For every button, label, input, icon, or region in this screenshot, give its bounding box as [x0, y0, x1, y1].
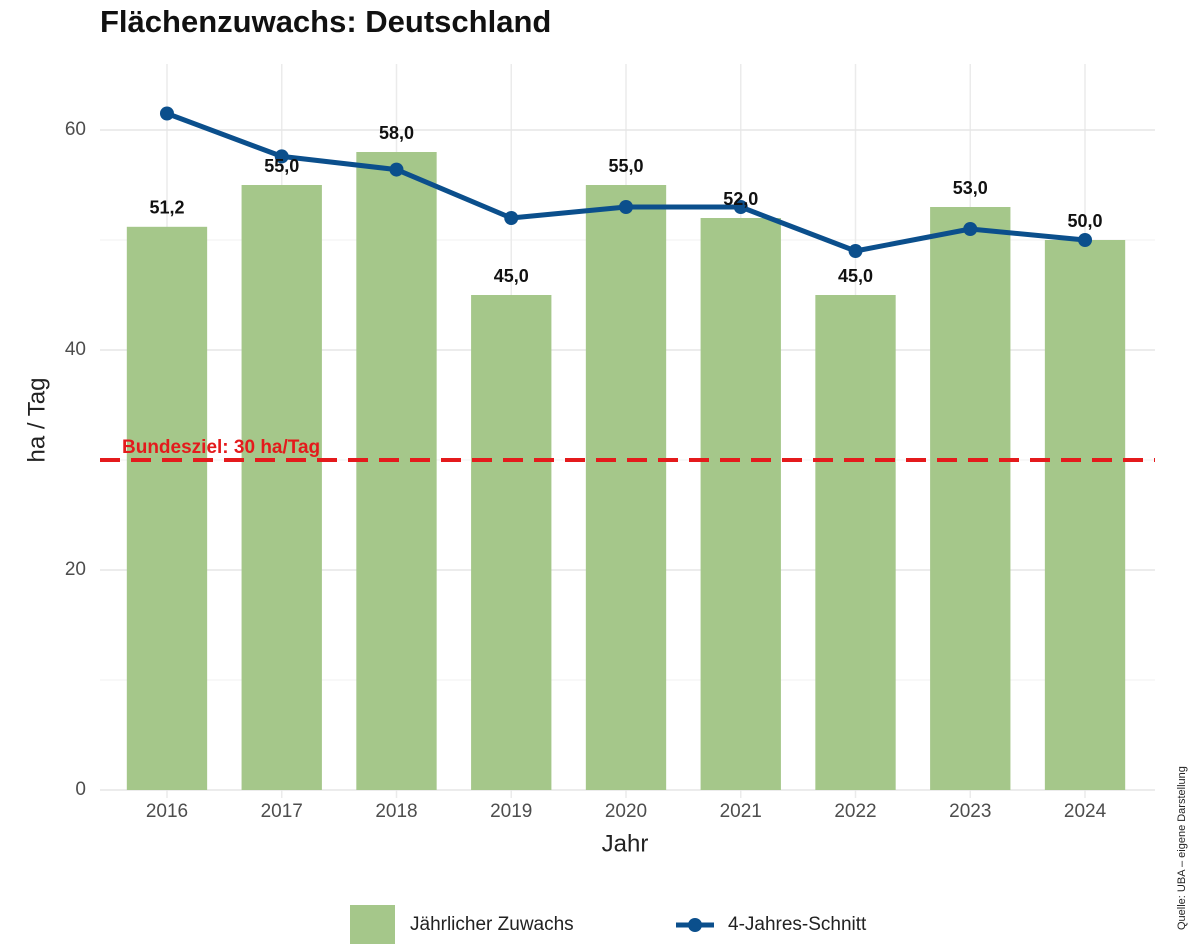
x-tick-label: 2017 [261, 801, 303, 822]
chart-title: Flächenzuwachs: Deutschland [100, 4, 551, 39]
y-tick-label: 40 [65, 339, 86, 360]
bar [700, 218, 781, 790]
line-point [159, 106, 174, 121]
bar [930, 207, 1011, 790]
bar [1044, 240, 1126, 790]
bar [126, 226, 208, 791]
legend-label: 4-Jahres-Schnitt [728, 914, 867, 935]
x-tick-label: 2021 [720, 801, 762, 822]
data-label: 51,2 [149, 198, 184, 218]
x-tick-label: 2023 [949, 801, 991, 822]
data-label: 45,0 [494, 266, 529, 286]
line-point [274, 149, 289, 164]
x-tick-label: 2022 [834, 801, 876, 822]
x-tick-label: 2019 [490, 801, 532, 822]
bar [241, 185, 322, 790]
y-axis-label: ha / Tag [23, 378, 50, 463]
line-point [848, 244, 863, 258]
x-tick-label: 2024 [1064, 801, 1107, 822]
bar [356, 152, 437, 790]
x-axis-label: Jahr [602, 830, 649, 857]
line-point [963, 222, 978, 236]
x-tick-label: 2018 [375, 801, 417, 822]
reference-label: Bundesziel: 30 ha/Tag [122, 437, 320, 458]
line-point [504, 211, 519, 225]
bar [585, 185, 667, 790]
line-point [619, 200, 633, 214]
data-label: 52,0 [723, 189, 758, 209]
data-label: 55,0 [264, 156, 299, 176]
data-label: 55,0 [608, 156, 643, 176]
y-tick-label: 0 [75, 779, 86, 800]
data-label: 58,0 [379, 123, 414, 143]
x-tick-label: 2020 [605, 801, 647, 822]
line-point [733, 200, 748, 214]
bar [471, 295, 552, 790]
data-label: 50,0 [1067, 211, 1102, 231]
legend-point [688, 918, 702, 932]
bar [815, 295, 896, 790]
data-label: 53,0 [953, 178, 988, 198]
y-tick-label: 60 [65, 119, 86, 140]
data-label: 45,0 [838, 266, 873, 286]
x-tick-label: 2016 [146, 801, 188, 822]
caption: Quelle: UBA – eigene Darstellung [1176, 766, 1188, 930]
y-tick-label: 20 [65, 559, 86, 580]
line-point [389, 162, 404, 177]
legend-label: Jährlicher Zuwachs [410, 914, 574, 935]
line-point [1078, 233, 1093, 247]
legend-swatch [350, 905, 395, 944]
